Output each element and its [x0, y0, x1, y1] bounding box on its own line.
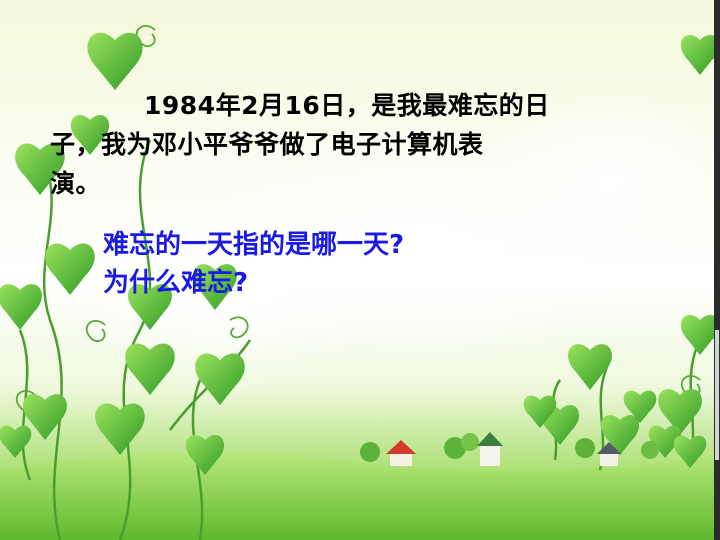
leaf-cluster	[0, 32, 720, 475]
tree-icon	[360, 433, 659, 462]
scrollbar-thumb[interactable]	[715, 330, 719, 460]
question-one: 难忘的一天指的是哪一天?	[103, 230, 405, 260]
cloud-decoration	[60, 90, 720, 390]
paragraph-line-2: 子，我为邓小平爷爷做了电子计算机表	[50, 130, 484, 159]
paragraph-line-3: 演。	[50, 169, 102, 198]
paragraph-line: 1984年2月16日，是我最难忘的日	[50, 86, 625, 125]
paragraph-line-1: 1984年2月16日，是我最难忘的日	[144, 91, 550, 120]
question-two: 为什么难忘?	[103, 268, 249, 298]
window-scrollbar[interactable]	[714, 0, 720, 540]
story-paragraph: 1984年2月16日，是我最难忘的日 子，我为邓小平爷爷做了电子计算机表 演。	[50, 86, 625, 203]
cottage-icon	[386, 432, 621, 466]
grass-ground	[0, 452, 720, 540]
